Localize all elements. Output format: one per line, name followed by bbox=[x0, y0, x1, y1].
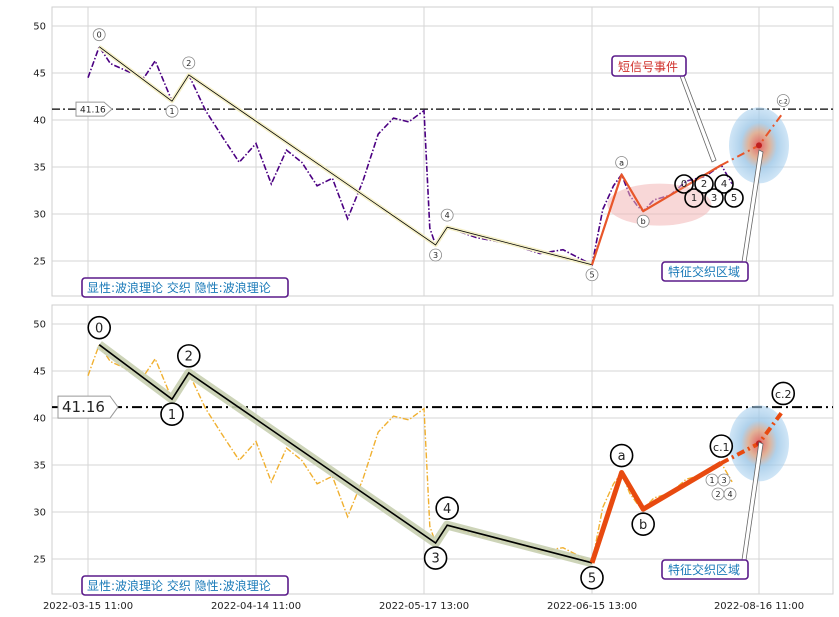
sub-wave-circle bbox=[684, 188, 704, 208]
wave-label: 3 bbox=[433, 251, 438, 260]
wave-label-circle bbox=[92, 28, 106, 42]
y-tick-label: 50 bbox=[33, 320, 46, 331]
y-tick-label: 45 bbox=[33, 367, 46, 378]
wave-label-circle bbox=[580, 565, 604, 590]
correction-label: b bbox=[641, 217, 646, 226]
correction-label-circle bbox=[615, 156, 629, 169]
x-tick-label: 2022-03-15 11:00 bbox=[43, 601, 133, 612]
wave-line bbox=[98, 46, 593, 266]
plot-area bbox=[51, 6, 834, 297]
reference-label-box bbox=[57, 395, 119, 419]
zone-box bbox=[661, 261, 749, 282]
wave-label-circle bbox=[429, 248, 442, 262]
wave-label: 5 bbox=[588, 571, 596, 586]
y-tick-label: 50 bbox=[33, 22, 46, 33]
correction-label-circle bbox=[631, 512, 655, 536]
correction-label: b bbox=[639, 518, 647, 533]
y-tick-label: 25 bbox=[33, 555, 46, 566]
correction-label-circle bbox=[776, 94, 790, 107]
wave-label-circle bbox=[182, 56, 196, 70]
correction-label: a bbox=[619, 158, 624, 167]
correction-label: c.1 bbox=[713, 441, 730, 454]
sub-wave-circle bbox=[724, 188, 744, 208]
correction-label: c.2 bbox=[775, 388, 792, 401]
correction-line bbox=[589, 460, 723, 564]
wave-label-circle bbox=[585, 268, 599, 282]
correction-label: a bbox=[618, 449, 626, 464]
wave-label-circle bbox=[440, 208, 454, 222]
wave-label-circle bbox=[165, 104, 179, 118]
sub-wave-label: 2 bbox=[701, 179, 707, 190]
panel-top: 253035404550012345abc.201234541.16显性:波浪理… bbox=[33, 6, 834, 298]
correction-label-circle bbox=[771, 381, 796, 406]
wave-label: 2 bbox=[186, 59, 191, 68]
sub-wave-label: 3 bbox=[711, 193, 717, 204]
correction-line bbox=[590, 164, 722, 266]
wave-label-circle bbox=[160, 402, 184, 427]
sub-wave-label: 4 bbox=[721, 179, 727, 190]
zone-box bbox=[661, 559, 749, 580]
x-tick-label: 2022-08-16 11:00 bbox=[714, 601, 804, 612]
sub-wave-label: 3 bbox=[721, 476, 726, 485]
pattern-box-text: 显性:波浪理论 交织 隐性:波浪理论 bbox=[87, 578, 271, 593]
y-tick-label: 35 bbox=[33, 163, 46, 174]
sub-wave-label: 4 bbox=[727, 490, 732, 499]
correction-label: c.2 bbox=[779, 98, 788, 105]
x-tick-label: 2022-04-14 11:00 bbox=[211, 601, 301, 612]
wave-label: 4 bbox=[445, 211, 450, 220]
reference-label: 41.16 bbox=[62, 398, 105, 416]
wave-label: 4 bbox=[443, 502, 451, 517]
wave-label: 2 bbox=[185, 350, 193, 365]
sub-wave-circle bbox=[704, 188, 724, 208]
sub-wave-label: 1 bbox=[691, 193, 697, 204]
signal-box bbox=[611, 55, 687, 77]
y-tick-label: 30 bbox=[33, 210, 46, 221]
reference-label-box bbox=[75, 101, 113, 117]
grid bbox=[52, 7, 833, 296]
sub-wave-circle bbox=[694, 174, 714, 194]
sub-wave-label: 2 bbox=[715, 490, 720, 499]
correction-label-circle bbox=[709, 434, 734, 458]
wave-label-circle bbox=[435, 496, 459, 520]
wave-label-circle bbox=[87, 315, 111, 340]
signal-box-text: 短信号事件 bbox=[618, 60, 678, 74]
sub-wave-circle bbox=[674, 174, 694, 194]
wave-label: 0 bbox=[97, 31, 102, 40]
x-tick-label: 2022-06-15 13:00 bbox=[547, 601, 637, 612]
wave-label: 0 bbox=[95, 321, 103, 336]
sub-wave-circle bbox=[717, 473, 731, 487]
x-axis: 2022-03-15 11:00 2022-04-14 11:00 2022-05-… bbox=[43, 601, 804, 612]
y-tick-label: 25 bbox=[33, 257, 46, 268]
sub-wave-circle bbox=[723, 487, 737, 501]
y-tick-label: 30 bbox=[33, 508, 46, 519]
wave-label: 1 bbox=[169, 107, 174, 116]
pattern-box-text: 显性:波浪理论 交织 隐性:波浪理论 bbox=[87, 280, 271, 295]
sub-wave-label: 0 bbox=[681, 179, 687, 190]
sub-wave-label: 5 bbox=[731, 193, 737, 204]
y-tick-label: 40 bbox=[33, 116, 46, 127]
wave-label: 3 bbox=[431, 552, 439, 567]
zone-box-text: 特征交织区域 bbox=[668, 562, 740, 577]
wave-label-circle bbox=[423, 546, 448, 570]
wave-label: 1 bbox=[168, 408, 176, 423]
y-tick-label: 45 bbox=[33, 69, 46, 80]
reference-label: 41.16 bbox=[80, 106, 106, 116]
pattern-box bbox=[81, 575, 289, 596]
x-tick-label: 2022-05-17 13:00 bbox=[379, 601, 469, 612]
target-point bbox=[756, 142, 762, 149]
sub-wave-label: 1 bbox=[709, 476, 714, 485]
y-tick-label: 35 bbox=[33, 461, 46, 472]
correction-label-circle bbox=[609, 443, 634, 468]
y-tick-label: 40 bbox=[33, 414, 46, 425]
correction-label-circle bbox=[636, 214, 650, 228]
pattern-box bbox=[81, 277, 289, 298]
wave-line bbox=[98, 344, 593, 564]
zone-box-text: 特征交织区域 bbox=[668, 264, 740, 279]
wave-label: 5 bbox=[589, 271, 594, 280]
sub-wave-circle bbox=[714, 174, 734, 194]
wave-label-circle bbox=[177, 344, 201, 368]
